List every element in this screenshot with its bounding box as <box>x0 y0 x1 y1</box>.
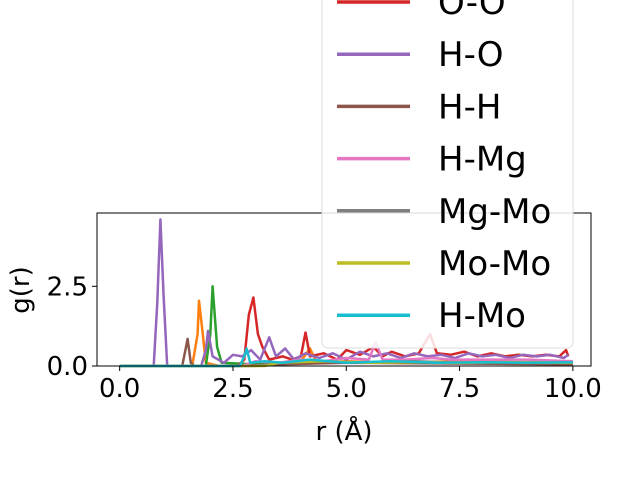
x-tick-label: 5.0 <box>326 374 367 404</box>
legend-label: H-Mg <box>438 140 527 180</box>
x-tick-label: 10.0 <box>544 374 602 404</box>
x-tick-label: 7.5 <box>439 374 480 404</box>
x-tick-label: 0.0 <box>99 374 140 404</box>
y-axis-ticks: 0.0 2.5 <box>47 272 97 382</box>
y-tick-label: 0.0 <box>47 352 88 382</box>
series-line-8 <box>119 347 573 368</box>
legend-label: Mo-Mo <box>438 244 551 284</box>
legend-label: Mg-Mo <box>438 192 551 232</box>
x-axis-label: r (Å) <box>315 415 372 447</box>
x-tick-label: 2.5 <box>212 374 253 404</box>
legend: O-O H-O H-H H-Mg Mg-Mo Mo-Mo H-Mo <box>321 0 574 349</box>
legend-label: H-Mo <box>438 296 526 336</box>
legend-label: H-O <box>438 35 504 75</box>
x-axis-ticks: 0.0 2.5 5.0 7.5 10.0 <box>99 366 602 404</box>
legend-label: H-H <box>438 87 501 127</box>
series-line-3 <box>119 218 570 368</box>
legend-box <box>321 0 574 349</box>
legend-entries: O-O H-O H-H H-Mg Mg-Mo Mo-Mo H-Mo <box>337 0 551 336</box>
legend-label: O-O <box>438 0 506 23</box>
y-tick-label: 2.5 <box>47 272 88 302</box>
y-axis-label: g(r) <box>6 266 36 313</box>
